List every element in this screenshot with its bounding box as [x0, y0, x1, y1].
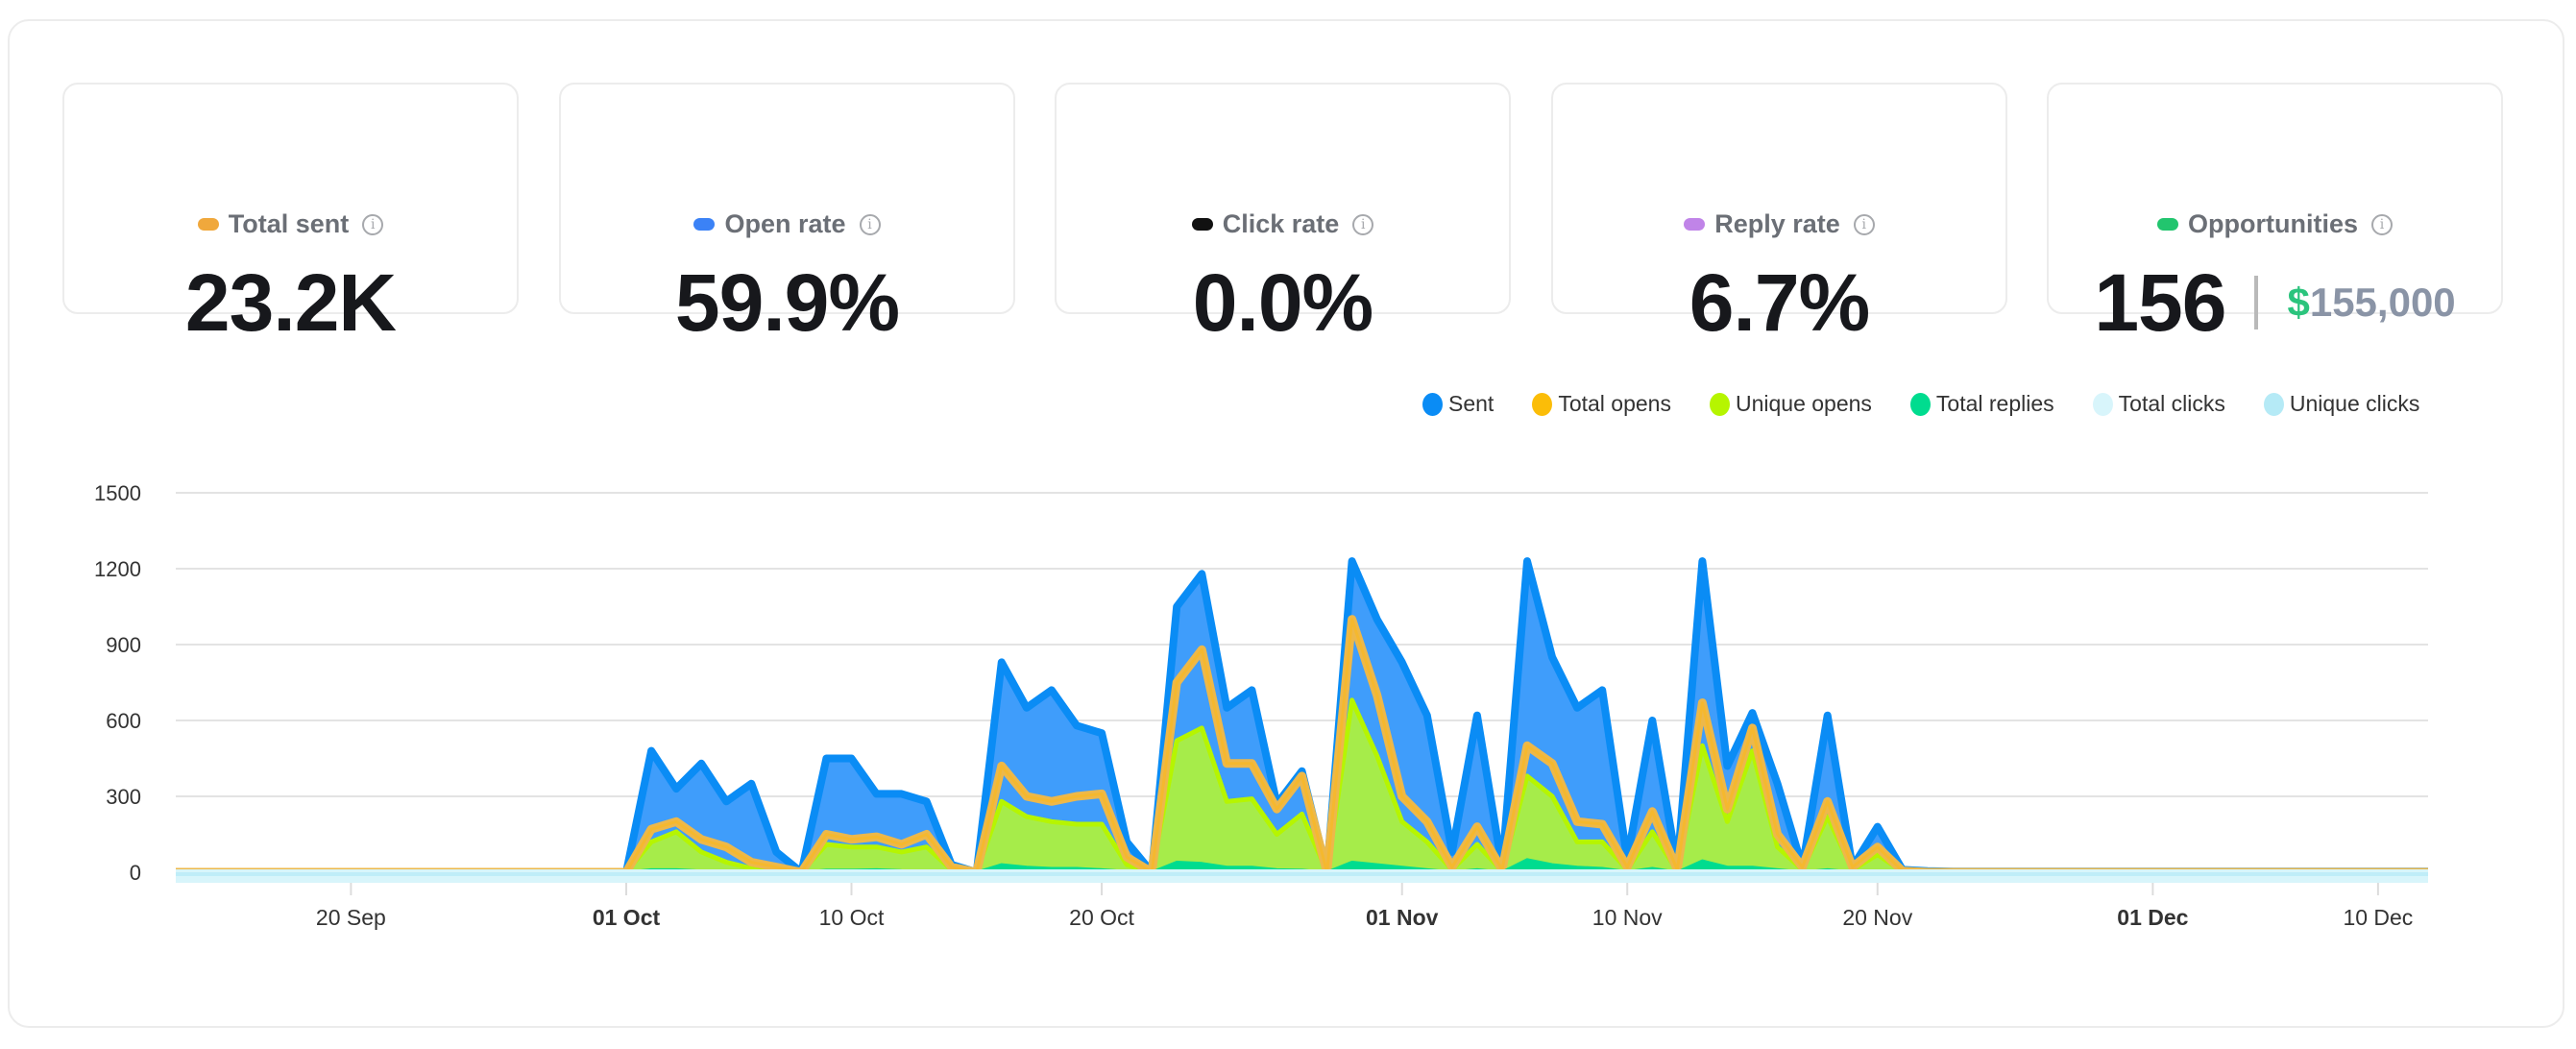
info-icon[interactable]: i — [362, 213, 384, 235]
card-value: 59.9% — [674, 257, 900, 348]
card-total-sent: Total sent i 23.2K — [62, 83, 519, 343]
currency-symbol: $ — [2287, 280, 2310, 325]
legend-item-total-opens[interactable]: Total opens — [1532, 391, 1671, 417]
y-tick-label: 0 — [130, 861, 141, 885]
reply-rate-dot — [1684, 218, 1706, 231]
legend-item-total-clicks[interactable]: Total clicks — [2092, 391, 2225, 417]
x-tick-label: 01 Nov — [1366, 905, 1439, 930]
card-value: 6.7% — [1689, 257, 1870, 348]
series-unique-opens-area — [176, 699, 2428, 872]
x-tick-label: 10 Dec — [2343, 905, 2413, 930]
legend-label: Total replies — [1935, 391, 2054, 416]
card-label: Reply rate — [1714, 209, 1840, 238]
card-click-rate: Click rate i 0.0% — [1055, 83, 1511, 343]
y-tick-label: 300 — [106, 785, 141, 809]
legend-label: Unique opens — [1735, 391, 1872, 416]
legend-item-total-replies[interactable]: Total replies — [1909, 391, 2054, 417]
opportunity-amount: 155,000 — [2309, 280, 2456, 325]
info-icon[interactable]: i — [859, 213, 881, 235]
total-sent-dot — [197, 218, 219, 231]
x-tick-label: 20 Nov — [1842, 905, 1912, 930]
card-label: Click rate — [1222, 209, 1340, 238]
card-open-rate: Open rate i 59.9% — [559, 83, 1015, 343]
info-icon[interactable]: i — [1853, 213, 1875, 235]
y-tick-label: 600 — [106, 709, 141, 733]
x-tick-label: 20 Oct — [1069, 905, 1134, 930]
opportunity-value: $155,000 — [2287, 262, 2455, 343]
info-icon[interactable]: i — [2371, 213, 2393, 235]
legend-label: Total opens — [1558, 391, 1671, 416]
opportunities-dot — [2157, 218, 2178, 231]
y-tick-label: 1500 — [94, 481, 141, 505]
card-value: 23.2K — [184, 257, 397, 348]
analytics-panel — [8, 19, 2564, 1028]
info-icon[interactable]: i — [1352, 213, 1374, 235]
card-value: 156 — [2094, 257, 2226, 348]
legend-item-unique-clicks[interactable]: Unique clicks — [2263, 391, 2420, 417]
legend-dot-icon — [1709, 392, 1730, 416]
open-rate-dot — [693, 218, 716, 231]
y-tick-label: 900 — [106, 633, 141, 657]
card-value: 0.0% — [1192, 257, 1373, 348]
card-label: Total sent — [228, 209, 350, 238]
legend-label: Total clicks — [2118, 391, 2225, 416]
click-rate-dot — [1191, 218, 1213, 231]
legend-dot-icon — [1909, 392, 1931, 416]
x-tick-label: 20 Sep — [316, 905, 386, 930]
chart-legend: Sent Total opens Unique opens Total repl… — [1422, 391, 2419, 417]
x-tick-label: 01 Dec — [2117, 905, 2188, 930]
legend-label: Sent — [1448, 391, 1495, 416]
legend-dot-icon — [1532, 392, 1553, 416]
card-label: Opportunities — [2188, 209, 2358, 238]
card-opportunities: Opportunities i 156 $155,000 — [2047, 83, 2503, 343]
divider — [2254, 276, 2259, 329]
card-reply-rate: Reply rate i 6.7% — [1551, 83, 2007, 343]
card-label: Open rate — [724, 209, 846, 238]
legend-dot-icon — [1422, 392, 1443, 416]
legend-dot-icon — [2263, 392, 2284, 416]
x-tick-label: 10 Oct — [819, 905, 885, 930]
legend-item-unique-opens[interactable]: Unique opens — [1709, 391, 1872, 417]
y-tick-label: 1200 — [94, 557, 141, 581]
legend-dot-icon — [2092, 392, 2113, 416]
legend-item-sent[interactable]: Sent — [1422, 391, 1494, 417]
x-tick-label: 10 Nov — [1592, 905, 1663, 930]
legend-label: Unique clicks — [2289, 391, 2420, 416]
x-tick-label: 01 Oct — [593, 905, 661, 930]
